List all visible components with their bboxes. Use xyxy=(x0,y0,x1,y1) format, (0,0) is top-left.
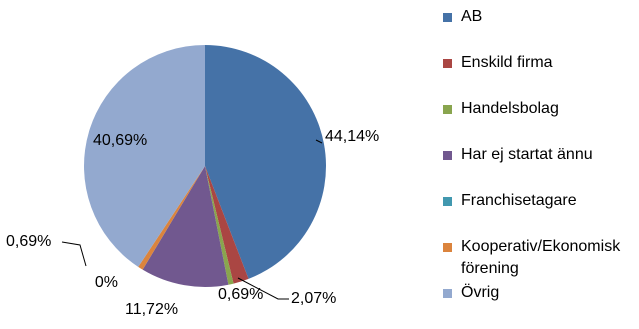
leader-line xyxy=(61,241,87,267)
data-label: 44,14% xyxy=(325,128,379,145)
legend-swatch xyxy=(443,243,452,252)
legend-label: Övrig xyxy=(461,284,500,301)
legend-item: Kooperativ/Ekonomisk förening xyxy=(443,236,635,280)
pie-slice xyxy=(83,45,205,267)
legend-label: Franchisetagare xyxy=(461,192,577,209)
legend-swatch xyxy=(443,59,452,68)
legend-item: Handelsbolag xyxy=(443,98,635,120)
legend-item: Franchisetagare xyxy=(443,190,635,212)
legend-item: Övrig xyxy=(443,282,635,304)
data-label: 0,69% xyxy=(6,233,51,250)
data-label: 11,72% xyxy=(125,301,178,318)
legend-label: Enskild firma xyxy=(461,54,553,71)
legend: AB Enskild firma Handelsbolag Har ej starta… xyxy=(443,6,635,304)
legend-item: Enskild firma xyxy=(443,52,635,74)
legend-label: Har ej startat ännu xyxy=(461,146,593,163)
legend-swatch xyxy=(443,151,452,160)
data-label: 0,69% xyxy=(218,286,263,303)
pie-slice xyxy=(205,45,326,279)
legend-item: Har ej startat ännu xyxy=(443,144,635,166)
data-label: 2,07% xyxy=(291,290,336,307)
legend-item: AB xyxy=(443,6,635,28)
data-label: 0% xyxy=(95,274,118,291)
legend-swatch xyxy=(443,105,452,114)
data-label: 40,69% xyxy=(93,132,147,149)
legend-label: Kooperativ/Ekonomisk förening xyxy=(461,238,621,277)
pie-slice xyxy=(142,166,229,287)
leader-line xyxy=(315,139,323,144)
legend-swatch xyxy=(443,197,452,206)
pie-slice xyxy=(205,166,249,284)
legend-label: AB xyxy=(461,8,483,25)
legend-swatch xyxy=(443,13,452,22)
pie-slice xyxy=(205,166,234,285)
legend-swatch xyxy=(443,289,452,298)
leader-line xyxy=(237,277,289,300)
pie-slice xyxy=(138,166,205,270)
legend-label: Handelsbolag xyxy=(461,100,559,117)
